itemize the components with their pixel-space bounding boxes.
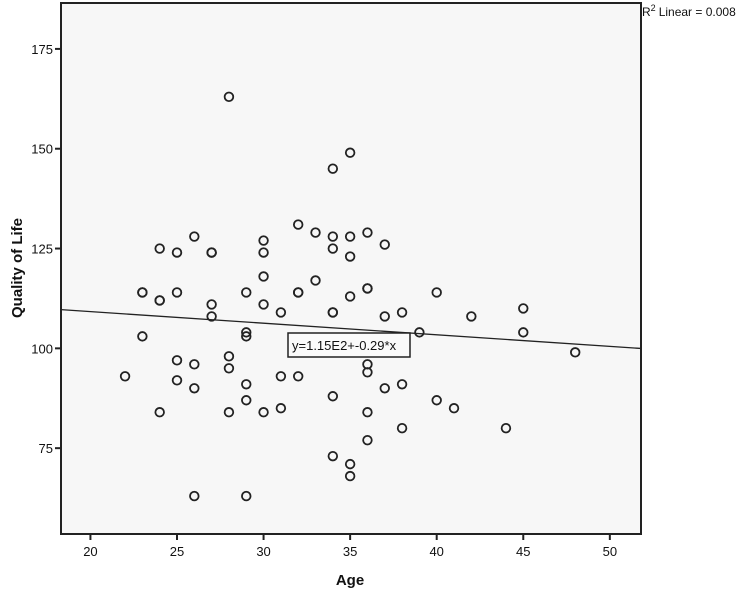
data-point: [292, 371, 304, 382]
data-point: [327, 243, 339, 254]
x-tick-label: 40: [429, 544, 443, 559]
data-point: [189, 359, 200, 370]
data-point: [275, 403, 287, 414]
data-point: [327, 307, 339, 318]
data-point: [206, 299, 217, 310]
equation-box: y=1.15E2+-0.29*x: [287, 332, 411, 358]
data-point: [362, 407, 373, 418]
y-tick-label: 150: [31, 142, 53, 157]
data-point: [241, 395, 252, 406]
data-point: [171, 247, 183, 258]
data-point: [310, 227, 321, 238]
data-point: [518, 327, 529, 338]
data-point: [379, 239, 390, 250]
data-point: [396, 307, 408, 318]
x-tick-label: 50: [603, 544, 617, 559]
data-point: [466, 311, 477, 322]
y-tick-label: 75: [39, 441, 53, 456]
data-point: [327, 391, 339, 402]
data-point: [327, 450, 339, 462]
data-point: [275, 307, 287, 318]
data-point: [344, 251, 356, 262]
x-axis-title: Age: [336, 572, 364, 589]
data-point: [189, 490, 200, 502]
data-point: [241, 327, 252, 338]
data-point: [327, 163, 339, 174]
data-point: [154, 407, 165, 418]
data-point: [154, 243, 165, 254]
data-point: [344, 458, 356, 470]
data-point: [258, 247, 269, 258]
data-point: [448, 403, 460, 414]
y-tick-label: 100: [31, 341, 53, 356]
data-point: [258, 299, 269, 310]
data-point: [154, 295, 165, 306]
data-point: [344, 147, 356, 158]
data-point: [344, 231, 356, 242]
x-tick-label: 25: [170, 544, 184, 559]
data-point: [241, 331, 252, 342]
data-point: [414, 327, 425, 338]
data-point: [241, 287, 252, 298]
data-point: [518, 303, 529, 314]
data-point: [206, 311, 217, 322]
r2-annotation: R2 Linear = 0.008: [642, 3, 736, 19]
data-point: [171, 355, 183, 366]
data-point: [310, 275, 321, 286]
x-tick-label: 30: [256, 544, 270, 559]
y-tick-label: 175: [31, 42, 53, 57]
data-point: [223, 363, 235, 374]
data-point: [258, 271, 269, 282]
data-point: [206, 247, 217, 258]
regression-line: [60, 309, 642, 350]
data-point: [396, 422, 408, 434]
data-point: [241, 379, 252, 390]
data-point: [223, 407, 235, 418]
data-point: [362, 367, 373, 378]
data-point: [189, 383, 200, 394]
data-point: [292, 287, 304, 298]
data-point: [275, 371, 287, 382]
y-axis: 75 100 125 150 175: [31, 42, 61, 456]
data-point: [344, 470, 356, 482]
data-point: [241, 490, 252, 502]
data-point: [379, 311, 390, 322]
data-point: [223, 351, 235, 362]
data-point: [171, 287, 183, 298]
data-point: [223, 91, 235, 103]
data-point: [189, 231, 200, 242]
data-point: [258, 235, 269, 246]
data-point: [119, 371, 131, 382]
y-axis-title: Quality of Life: [9, 218, 26, 318]
x-tick-label: 45: [516, 544, 530, 559]
data-point: [396, 379, 408, 390]
y-tick-label: 125: [31, 242, 53, 257]
data-point: [137, 331, 148, 342]
x-tick-label: 20: [83, 544, 97, 559]
data-point: [362, 434, 373, 446]
data-point: [362, 283, 373, 294]
data-point: [171, 375, 183, 386]
x-tick-label: 35: [343, 544, 357, 559]
data-point: [431, 395, 442, 406]
data-point: [137, 287, 148, 298]
data-point: [570, 347, 581, 358]
data-point: [258, 407, 269, 418]
data-point: [500, 422, 512, 434]
data-point: [431, 287, 442, 298]
data-point: [292, 219, 304, 230]
data-point: [362, 227, 373, 238]
plot-area: [60, 2, 642, 535]
data-point: [379, 383, 390, 394]
equation-label: y=1.15E2+-0.29*x: [292, 338, 397, 353]
data-point: [344, 291, 356, 302]
data-point: [327, 231, 339, 242]
x-axis: 20 25 30 35 40 45 50: [83, 534, 617, 559]
